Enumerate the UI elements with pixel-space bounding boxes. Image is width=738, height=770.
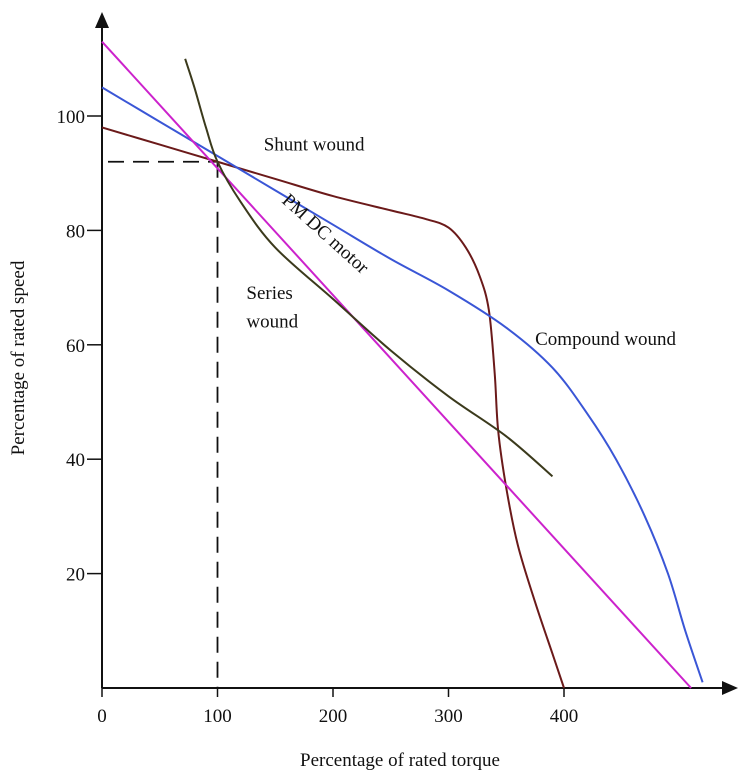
y-ticks: 20 40 60 80 100 [57,107,102,586]
rated-point-guides [108,160,219,688]
x-tick-label-100: 100 [203,706,232,727]
y-tick-label-40: 40 [66,450,85,471]
curve-label-wound: wound [246,312,298,333]
x-ticks: 0 100 200 300 400 [97,688,578,727]
x-axis-title: Percentage of rated torque [300,750,500,770]
series-line-compound-wound [101,86,704,683]
y-tick-label-60: 60 [66,336,85,357]
y-tick-label-80: 80 [66,221,85,242]
y-tick-label-100: 100 [57,107,86,128]
curve-label-series: Series [246,283,292,304]
curve-label-compound-wound: Compound wound [535,329,676,350]
y-axis-arrow [95,12,109,28]
x-tick-label-200: 200 [319,706,348,727]
y-axis-title: Percentage of rated speed [8,260,29,455]
x-tick-label-0: 0 [97,706,107,727]
series-line-pm-dc-motor [101,40,692,689]
series-group [101,40,704,689]
y-tick-label-20: 20 [66,565,85,586]
series-line-shunt-wound [101,126,565,689]
axes [95,12,738,695]
series-line-series-wound [184,58,554,478]
x-axis-arrow [722,681,738,695]
x-tick-label-300: 300 [434,706,463,727]
curve-label-shunt-wound: Shunt wound [264,134,365,155]
x-tick-label-400: 400 [550,706,579,727]
